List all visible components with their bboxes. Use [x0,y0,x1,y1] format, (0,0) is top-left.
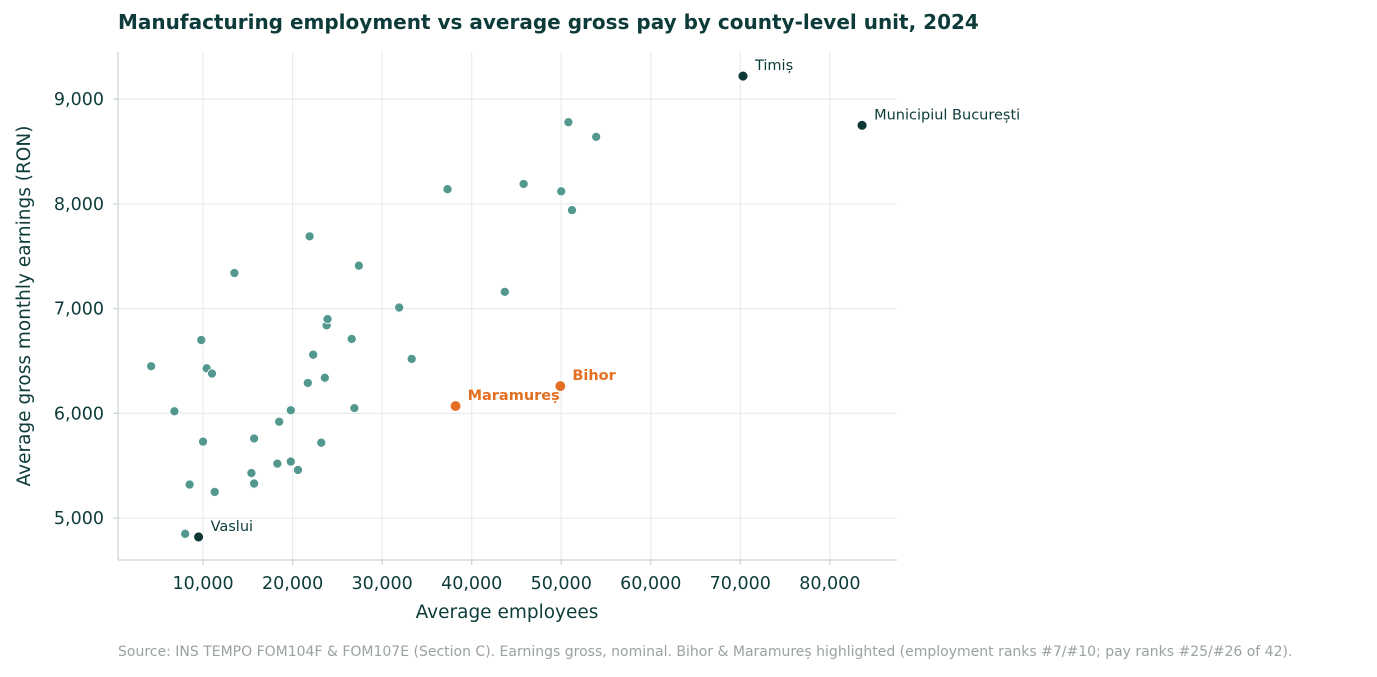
data-point [249,433,260,444]
x-tick-label: 30,000 [352,574,413,594]
data-point [442,184,453,195]
data-points [146,70,868,543]
point-label: Bihor [572,368,616,384]
data-point [198,436,209,447]
point-label: Maramureș [468,388,560,404]
data-point [353,260,364,271]
y-tick-label: 9,000 [54,90,104,110]
x-tick-label: 20,000 [262,574,323,594]
data-point [394,302,405,313]
source-note: Source: INS TEMPO FOM104F & FOM107E (Sec… [118,644,1293,660]
data-point [563,117,574,128]
x-tick-label: 70,000 [710,574,771,594]
data-point [209,486,220,497]
data-point [249,478,260,489]
point-label: Vaslui [211,519,253,535]
data-point-municipiul-bucure-ti [856,119,868,131]
y-tick-label: 7,000 [54,300,104,320]
data-point [304,231,315,242]
data-point-vaslui [193,531,205,543]
data-point [566,205,578,216]
y-tick-label: 5,000 [54,509,104,529]
data-point [302,377,313,389]
data-point [285,456,296,467]
data-point [518,178,529,190]
scatter-chart: 10,000 20,000 30,000 40,000 50,000 60,000 70,0… [14,52,1021,623]
y-tick-label: 6,000 [54,404,104,424]
data-point [308,349,319,360]
data-point [206,368,218,379]
tick-labels: 10,000 20,000 30,000 40,000 50,000 60,000 70,0… [54,90,861,594]
data-point [406,353,417,364]
x-tick-label: 60,000 [620,574,681,594]
grid-lines [118,52,897,560]
data-point [180,528,191,539]
x-axis-title: Average employees [416,602,599,623]
point-annotations: Vaslui Timiș Municipiul București Maramureș… [211,58,1021,535]
data-point [274,416,285,427]
data-point [556,186,567,197]
data-point [292,464,304,475]
data-point [272,458,283,469]
y-tick-label: 8,000 [54,195,104,215]
data-point-maramure- [449,400,462,412]
data-point [591,131,602,142]
x-tick-label: 40,000 [441,574,502,594]
data-point [285,405,296,416]
x-tick-label: 80,000 [799,574,860,594]
point-label: Municipiul București [874,107,1020,123]
data-point [229,267,240,279]
y-axis-title: Average gross monthly earnings (RON) [14,126,35,487]
point-label: Timiș [754,58,793,74]
data-point [184,479,195,490]
data-point [146,361,157,372]
x-tick-label: 10,000 [172,574,233,594]
data-point [319,372,330,383]
data-point-bihor [554,380,567,392]
data-point [499,286,510,297]
data-point [246,468,257,479]
data-point [346,333,357,345]
data-point [196,334,207,346]
data-point-timi- [737,70,749,82]
data-point [322,314,333,325]
data-point [169,406,180,417]
data-point [316,437,327,448]
chart-title: Manufacturing employment vs average gros… [118,10,979,34]
data-point [349,403,360,414]
axes [117,52,897,561]
x-tick-label: 50,000 [531,574,592,594]
